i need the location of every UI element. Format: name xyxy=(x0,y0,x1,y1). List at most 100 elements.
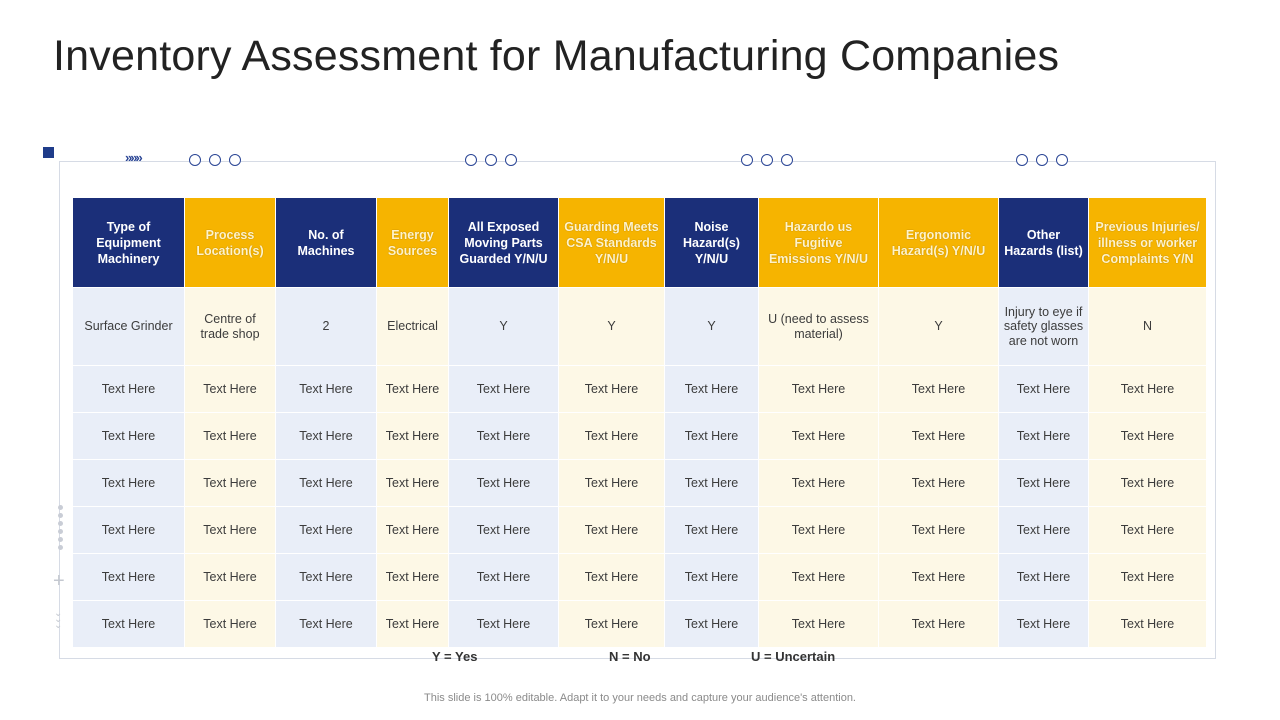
table-cell: Text Here xyxy=(558,600,665,648)
table-cell: Text Here xyxy=(184,459,276,507)
column-header: Guarding Meets CSA Standards Y/N/U xyxy=(558,197,665,288)
table-cell: Text Here xyxy=(878,600,999,648)
legend-uncertain: U = Uncertain xyxy=(751,649,836,664)
table-cell: Text Here xyxy=(1088,553,1207,601)
table-cell: Text Here xyxy=(758,506,879,554)
table-cell: Text Here xyxy=(878,506,999,554)
table-header-row: Type of Equipment Machinery Process Loca… xyxy=(72,197,1207,288)
table-cell: Y xyxy=(664,287,759,366)
table-cell: Text Here xyxy=(184,365,276,413)
table-cell: Text Here xyxy=(448,365,559,413)
table-cell: Text Here xyxy=(998,365,1089,413)
column-header: Noise Hazard(s) Y/N/U xyxy=(664,197,759,288)
table-cell: Text Here xyxy=(998,553,1089,601)
table-row: Text Here Text Here Text Here Text Here Text… xyxy=(72,506,1207,554)
circle-icon xyxy=(189,154,201,166)
table-cell: Text Here xyxy=(758,600,879,648)
table-cell: Text Here xyxy=(558,412,665,460)
table-cell: Text Here xyxy=(275,600,377,648)
table-cell: Text Here xyxy=(558,365,665,413)
table-row: Text Here Text Here Text Here Text Here Text… xyxy=(72,459,1207,507)
table-cell: Text Here xyxy=(72,365,185,413)
dots-decoration-3 xyxy=(741,154,793,166)
circle-icon xyxy=(1056,154,1068,166)
table-cell: Text Here xyxy=(878,553,999,601)
table-cell: Text Here xyxy=(758,365,879,413)
dots-decoration-2 xyxy=(465,154,517,166)
table-cell: Text Here xyxy=(558,459,665,507)
table-cell: Centre of trade shop xyxy=(184,287,276,366)
table-cell: Text Here xyxy=(758,412,879,460)
table-cell: Text Here xyxy=(998,459,1089,507)
table-cell: Text Here xyxy=(376,600,449,648)
corner-square-decoration xyxy=(43,147,54,158)
footer-note: This slide is 100% editable. Adapt it to… xyxy=(424,692,856,704)
table-cell: Text Here xyxy=(664,600,759,648)
table-cell: Text Here xyxy=(376,412,449,460)
table-row: Text Here Text Here Text Here Text Here Text… xyxy=(72,600,1207,648)
circle-icon xyxy=(505,154,517,166)
table-cell: Text Here xyxy=(664,412,759,460)
table-cell: Text Here xyxy=(998,412,1089,460)
column-header: Ergonomic Hazard(s) Y/N/U xyxy=(878,197,999,288)
table-cell: Text Here xyxy=(376,365,449,413)
dots-decoration-4 xyxy=(1016,154,1068,166)
table-cell: Text Here xyxy=(448,600,559,648)
table-cell: Text Here xyxy=(1088,412,1207,460)
circle-icon xyxy=(485,154,497,166)
table-row: Text Here Text Here Text Here Text Here Text… xyxy=(72,553,1207,601)
table-cell: Text Here xyxy=(275,459,377,507)
table-cell: Text Here xyxy=(558,506,665,554)
plus-icon: + xyxy=(53,570,65,592)
table-cell: Text Here xyxy=(1088,459,1207,507)
table-row: Text Here Text Here Text Here Text Here Text… xyxy=(72,365,1207,413)
table-cell: Text Here xyxy=(72,553,185,601)
circle-icon xyxy=(209,154,221,166)
chevrons-icon: »»» xyxy=(125,150,143,165)
table-cell: Text Here xyxy=(664,365,759,413)
table-cell: Text Here xyxy=(184,506,276,554)
column-header: All Exposed Moving Parts Guarded Y/N/U xyxy=(448,197,559,288)
column-header: No. of Machines xyxy=(275,197,377,288)
column-header: Hazardo us Fugitive Emissions Y/N/U xyxy=(758,197,879,288)
table-cell: Surface Grinder xyxy=(72,287,185,366)
table-cell: Text Here xyxy=(376,506,449,554)
table-cell: Text Here xyxy=(558,553,665,601)
table-cell: U (need to assess material) xyxy=(758,287,879,366)
circle-icon xyxy=(1016,154,1028,166)
table-cell: Text Here xyxy=(72,600,185,648)
circle-icon xyxy=(781,154,793,166)
table-cell: Text Here xyxy=(184,600,276,648)
table-cell: Text Here xyxy=(72,506,185,554)
table-cell: Text Here xyxy=(664,553,759,601)
table-cell: Text Here xyxy=(275,553,377,601)
table-cell: Text Here xyxy=(448,412,559,460)
column-header: Type of Equipment Machinery xyxy=(72,197,185,288)
table-cell: Text Here xyxy=(448,506,559,554)
table-cell: Text Here xyxy=(72,459,185,507)
column-header: Energy Sources xyxy=(376,197,449,288)
circle-icon xyxy=(229,154,241,166)
column-header: Other Hazards (list) xyxy=(998,197,1089,288)
table-cell: Text Here xyxy=(1088,600,1207,648)
table-cell: Text Here xyxy=(275,412,377,460)
table-row: Surface Grinder Centre of trade shop 2 Elec… xyxy=(72,287,1207,366)
vertical-dots-decoration xyxy=(55,502,65,550)
table-cell: Text Here xyxy=(878,459,999,507)
table-cell: Text Here xyxy=(448,459,559,507)
table-cell: 2 xyxy=(275,287,377,366)
chevrons-down-icon: ⌄ ⌄ ⌄ xyxy=(54,608,63,631)
table-cell: Y xyxy=(878,287,999,366)
table-cell: Text Here xyxy=(448,553,559,601)
table-row: Text Here Text Here Text Here Text Here Text… xyxy=(72,412,1207,460)
circle-icon xyxy=(761,154,773,166)
table-cell: Y xyxy=(558,287,665,366)
table-cell: Text Here xyxy=(376,553,449,601)
table-cell: Text Here xyxy=(184,553,276,601)
table-frame xyxy=(59,161,1216,659)
table-cell: Text Here xyxy=(1088,365,1207,413)
table-cell: Text Here xyxy=(376,459,449,507)
table-cell: Text Here xyxy=(275,365,377,413)
table-cell: N xyxy=(1088,287,1207,366)
table-cell: Text Here xyxy=(758,553,879,601)
